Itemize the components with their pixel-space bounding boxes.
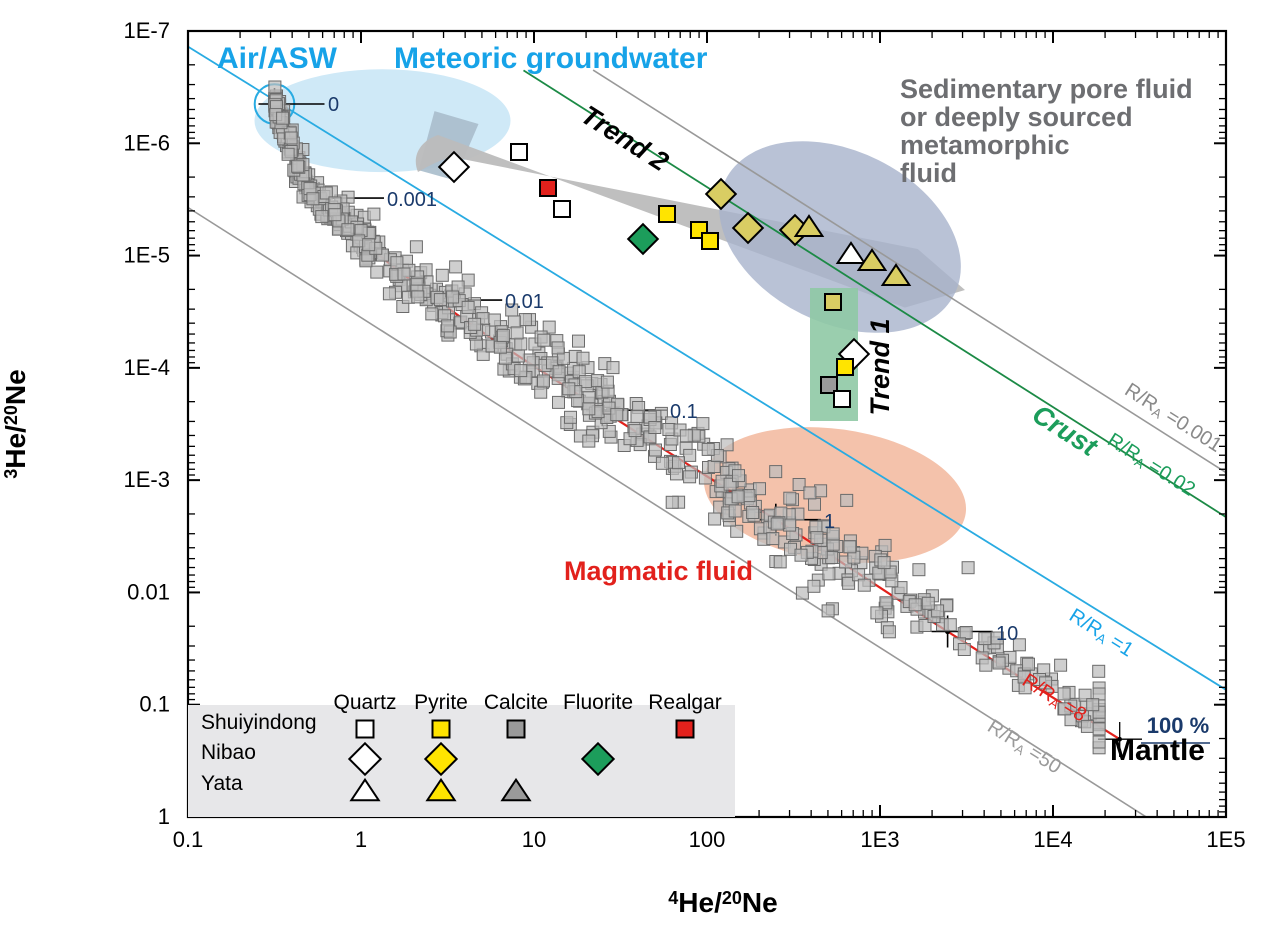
svg-text:Trend 1: Trend 1 bbox=[865, 318, 895, 415]
svg-text:10: 10 bbox=[522, 827, 546, 852]
svg-text:0.01: 0.01 bbox=[505, 291, 544, 313]
svg-text:0.001: 0.001 bbox=[387, 189, 437, 211]
svg-text:Mantle: Mantle bbox=[1110, 734, 1205, 767]
svg-text:Shuiyindong: Shuiyindong bbox=[201, 711, 317, 734]
svg-text:0.1: 0.1 bbox=[670, 401, 698, 423]
svg-text:Meteoric groundwater: Meteoric groundwater bbox=[394, 42, 708, 75]
svg-text:1E-5: 1E-5 bbox=[124, 243, 170, 268]
svg-text:metamorphic: metamorphic bbox=[900, 130, 1070, 160]
svg-text:100: 100 bbox=[689, 827, 726, 852]
svg-text:1E-6: 1E-6 bbox=[124, 130, 170, 155]
svg-text:Calcite: Calcite bbox=[484, 691, 548, 714]
svg-text:Fluorite: Fluorite bbox=[563, 691, 633, 714]
svg-text:10: 10 bbox=[996, 623, 1018, 645]
svg-text:or deeply sourced: or deeply sourced bbox=[900, 102, 1133, 132]
svg-text:4He/20Ne: 4He/20Ne bbox=[668, 887, 777, 918]
svg-text:0.1: 0.1 bbox=[173, 827, 204, 852]
svg-text:0.1: 0.1 bbox=[139, 692, 170, 717]
svg-text:1: 1 bbox=[824, 511, 835, 533]
svg-text:1E4: 1E4 bbox=[1033, 827, 1072, 852]
svg-text:Air/ASW: Air/ASW bbox=[217, 42, 338, 75]
svg-text:0: 0 bbox=[328, 94, 339, 116]
svg-text:Pyrite: Pyrite bbox=[414, 691, 468, 714]
svg-text:1: 1 bbox=[158, 804, 170, 829]
svg-text:1E-3: 1E-3 bbox=[124, 467, 170, 492]
svg-text:Yata: Yata bbox=[201, 772, 243, 795]
svg-text:R/RA =0.02: R/RA =0.02 bbox=[1103, 429, 1199, 502]
svg-text:1E5: 1E5 bbox=[1206, 827, 1245, 852]
svg-text:Realgar: Realgar bbox=[648, 691, 722, 714]
svg-text:Sedimentary pore fluid: Sedimentary pore fluid bbox=[900, 74, 1193, 104]
svg-text:Quartz: Quartz bbox=[333, 691, 396, 714]
svg-text:Magmatic fluid: Magmatic fluid bbox=[564, 556, 753, 586]
svg-text:fluid: fluid bbox=[900, 158, 957, 188]
svg-text:R/RA =50: R/RA =50 bbox=[983, 715, 1065, 779]
svg-text:1: 1 bbox=[355, 827, 367, 852]
svg-text:3He/20Ne: 3He/20Ne bbox=[0, 369, 31, 478]
svg-text:0.01: 0.01 bbox=[127, 579, 170, 604]
svg-text:1E3: 1E3 bbox=[860, 827, 899, 852]
svg-text:Nibao: Nibao bbox=[201, 741, 256, 764]
svg-text:Crust: Crust bbox=[1027, 399, 1103, 463]
svg-text:1E-7: 1E-7 bbox=[124, 18, 170, 43]
svg-text:1E-4: 1E-4 bbox=[124, 355, 170, 380]
